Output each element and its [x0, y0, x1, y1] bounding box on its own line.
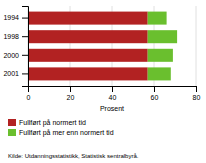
legend-label: Fullført på normert tid	[19, 119, 86, 127]
footnote: Kilde: Utdanningsstatistikk, Statistisk …	[8, 153, 139, 159]
tick: 60	[151, 86, 159, 101]
tick: 20	[67, 86, 75, 101]
tick-mark	[154, 86, 155, 92]
tick-label: 1994	[3, 14, 19, 21]
series	[148, 12, 177, 81]
tick-label: 0	[27, 94, 31, 101]
x-axis-title: Prosent	[100, 105, 124, 112]
legend-label: Fullført på mer enn normert tid	[19, 129, 114, 137]
tick-label: 2000	[3, 52, 19, 59]
tick-label: 60	[151, 94, 159, 101]
bar	[28, 67, 148, 80]
tick-mark	[112, 86, 113, 92]
tick-mark	[22, 55, 28, 56]
tick-label: 40	[109, 94, 117, 101]
bar	[28, 12, 148, 25]
tick-label: 20	[67, 94, 75, 101]
bar	[148, 67, 171, 80]
legend-swatch	[8, 129, 16, 136]
axis-line	[22, 7, 29, 87]
tick-mark	[22, 36, 28, 37]
tick: 1998	[3, 33, 28, 40]
bar	[148, 12, 167, 25]
tick: 1994	[3, 14, 28, 21]
y-axis: 1994 1998 2000 2001	[3, 7, 28, 87]
bars	[28, 12, 177, 81]
tick-mark	[22, 73, 28, 74]
axis-line	[29, 87, 197, 93]
series	[28, 12, 148, 81]
legend-item: Fullført på mer enn normert tid	[8, 129, 114, 137]
tick-mark	[22, 18, 28, 19]
tick: 2001	[3, 70, 28, 77]
tick-mark	[70, 86, 71, 92]
tick-mark	[196, 86, 197, 92]
tick: 0	[27, 86, 31, 101]
tick: 40	[109, 86, 117, 101]
chart: 0 20 40 60 80 1994 1998 2000 2001 Prosent Fullført…	[0, 0, 206, 163]
tick-label: 80	[193, 94, 201, 101]
grid	[28, 6, 196, 86]
bar	[28, 49, 148, 62]
legend-swatch	[8, 119, 16, 126]
bar	[28, 30, 148, 43]
legend: Fullført på normert tid Fullført på mer e…	[8, 119, 114, 137]
legend-item: Fullført på normert tid	[8, 119, 86, 127]
x-axis: 0 20 40 60 80	[27, 86, 201, 101]
plot: 0 20 40 60 80 1994 1998 2000 2001	[3, 6, 200, 101]
bar	[148, 49, 173, 62]
tick: 80	[193, 86, 201, 101]
tick: 2000	[3, 52, 28, 59]
tick-label: 1998	[3, 33, 19, 40]
bar	[148, 30, 177, 43]
grid-line	[196, 6, 197, 86]
tick-label: 2001	[3, 70, 19, 77]
